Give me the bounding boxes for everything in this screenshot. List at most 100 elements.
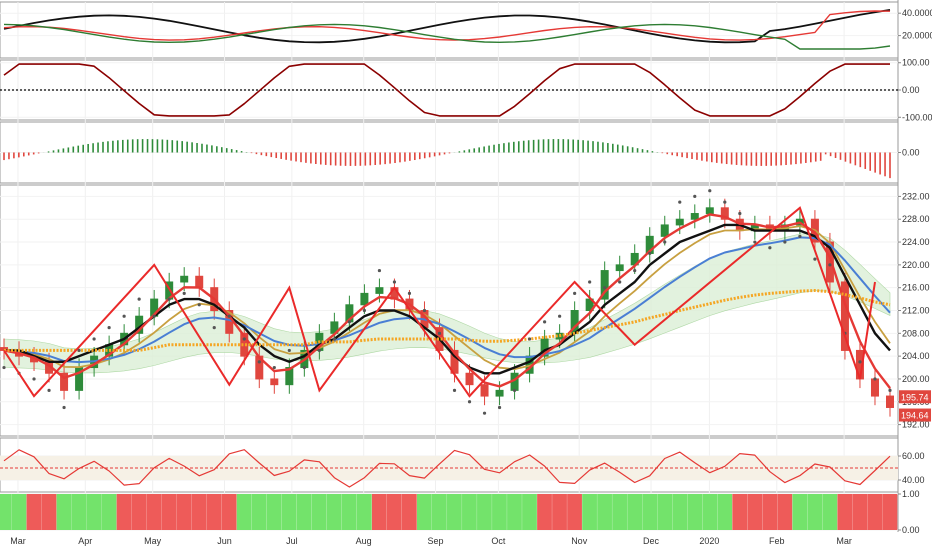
dot-marker xyxy=(888,388,892,392)
y-tick-label: 100.00 xyxy=(902,58,930,68)
ribbon-segment xyxy=(161,494,177,530)
ribbon-segment xyxy=(687,494,703,530)
ribbon-segment xyxy=(822,494,838,530)
ribbon-segment xyxy=(176,494,192,530)
ribbon-segment xyxy=(582,494,597,530)
ribbon-segment xyxy=(311,494,327,530)
x-tick-label: Apr xyxy=(78,536,92,546)
ribbon-segment xyxy=(41,494,57,530)
ema-line-tan xyxy=(3,225,891,370)
ribbon-segment xyxy=(416,494,432,530)
y-tick-label: 192.00 xyxy=(902,420,930,430)
ribbon-segment xyxy=(236,494,252,530)
dot-marker xyxy=(543,320,547,324)
dot-marker xyxy=(497,405,502,410)
dot-marker xyxy=(648,251,652,256)
panel-o1 xyxy=(0,1,899,59)
ribbon-segment xyxy=(627,494,643,530)
candle-body xyxy=(690,213,699,220)
dot-marker xyxy=(558,314,562,318)
y-tick-label: 1.00 xyxy=(902,489,920,499)
dot-marker xyxy=(798,234,802,238)
dot-marker xyxy=(482,411,487,415)
dot-marker xyxy=(813,257,817,261)
candle-body xyxy=(60,372,69,391)
x-tick-label: Jul xyxy=(286,536,298,546)
ribbon-segment xyxy=(762,494,778,530)
candle-body xyxy=(480,384,489,397)
slow-line-orange xyxy=(4,289,891,352)
osc1-red xyxy=(3,10,891,41)
ribbon-segment xyxy=(672,494,688,530)
candle-body xyxy=(720,207,729,220)
ribbon-segment xyxy=(732,494,748,530)
y-tick-label: 232.00 xyxy=(902,191,930,201)
candle-body xyxy=(675,218,684,226)
dot-marker xyxy=(302,365,306,370)
dot-marker xyxy=(407,291,412,295)
dot-marker xyxy=(783,240,787,244)
y-tick-label: 208.00 xyxy=(902,328,930,338)
dot-marker xyxy=(663,240,667,244)
x-tick-label: Oct xyxy=(491,536,506,546)
dot-marker xyxy=(152,314,156,318)
dot-marker xyxy=(242,337,246,341)
ribbon-segment xyxy=(0,494,12,530)
ribbon-segment xyxy=(492,494,507,530)
y-tick-label: 216.00 xyxy=(902,283,930,293)
dot-marker xyxy=(768,246,772,250)
ribbon-segment xyxy=(131,494,147,530)
dot-marker xyxy=(573,291,577,295)
x-tick-label: Dec xyxy=(643,536,660,546)
ribbon-segment xyxy=(401,494,417,530)
dot-marker xyxy=(708,189,712,193)
dot-marker xyxy=(32,377,36,381)
dot-marker xyxy=(332,337,336,341)
ribbon-segment xyxy=(431,494,447,530)
ribbon-segment xyxy=(356,494,372,530)
ribbon-segment xyxy=(522,494,537,530)
y-tick-label: 228.00 xyxy=(902,214,930,224)
dot-marker xyxy=(92,337,96,341)
osc4-line xyxy=(3,449,891,488)
candle-body xyxy=(375,287,384,294)
dot-marker xyxy=(618,280,622,284)
dot-marker xyxy=(182,291,186,295)
dot-marker xyxy=(212,326,216,330)
dot-marker xyxy=(47,388,51,392)
ribbon-segment xyxy=(341,494,357,530)
dot-marker xyxy=(467,400,472,404)
ribbon-segment xyxy=(281,494,297,530)
dot-marker xyxy=(287,348,291,353)
ema-line-blue xyxy=(3,236,891,364)
axis-labels: Mar Apr May Jun Jul Aug Sep Oct Nov Dec 2020 Feb Mar… xyxy=(10,8,932,546)
dot-marker xyxy=(512,388,517,392)
candle-body xyxy=(465,372,474,386)
y-tick-label: 40.0000 xyxy=(902,8,932,18)
candle-body xyxy=(240,332,249,357)
fast-line-red xyxy=(3,213,891,389)
ribbon-segment xyxy=(837,494,853,530)
dot-marker xyxy=(633,268,637,273)
ribbon-segment xyxy=(777,494,793,530)
candle-body xyxy=(180,275,189,283)
ribbon-segment xyxy=(386,494,402,530)
dot-marker xyxy=(257,360,261,364)
ribbon-segment xyxy=(612,494,627,530)
ribbon-segment xyxy=(447,494,462,530)
candle-body xyxy=(705,207,714,215)
last-price-label: 194.64 xyxy=(901,411,929,421)
ribbon-segment xyxy=(867,494,883,530)
ribbon-segment xyxy=(747,494,763,530)
y-tick-label: 220.00 xyxy=(902,260,930,270)
dot-marker xyxy=(858,360,862,364)
y-tick-label: 20.0000 xyxy=(902,31,932,41)
ribbon-segment xyxy=(462,494,477,530)
ribbon-segment xyxy=(296,494,312,530)
ribbon-segment xyxy=(371,494,387,530)
ribbon-segment xyxy=(101,494,117,530)
dot-marker xyxy=(588,280,592,284)
candle-body xyxy=(540,338,549,357)
dot-marker xyxy=(738,211,742,216)
